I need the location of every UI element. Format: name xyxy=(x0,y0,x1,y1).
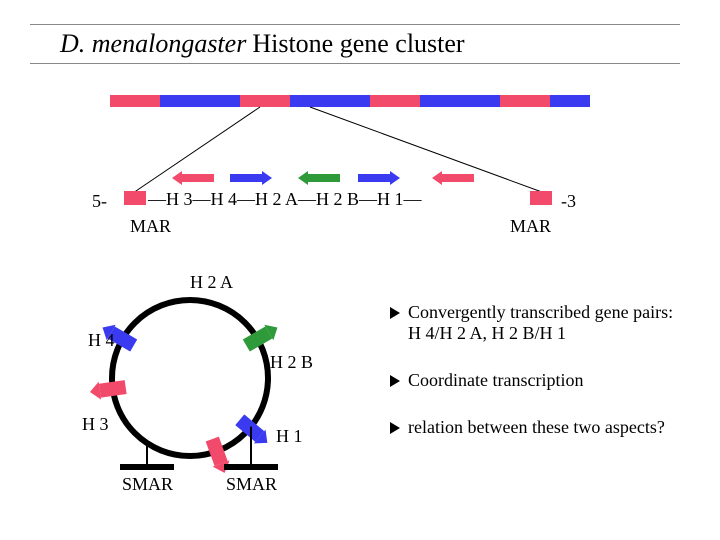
title-bar: D. menalongaster Histone gene cluster xyxy=(30,24,680,64)
ring-gene-box xyxy=(234,413,273,450)
ring-gene-box xyxy=(242,320,282,354)
gene-bar-segment xyxy=(160,95,240,107)
bullet-row: Coordinate transcription xyxy=(390,370,690,391)
gene-bar-segment xyxy=(110,95,160,107)
bullet-arrow-icon xyxy=(390,307,400,319)
gene-bar-segment xyxy=(370,95,420,107)
transcription-arrow xyxy=(358,174,390,182)
smar-right-bar xyxy=(224,464,278,470)
linear-gene-labels: —H 3—H 4—H 2 A—H 2 B—H 1— xyxy=(148,189,422,210)
bullet-text: relation between these two aspects? xyxy=(408,417,665,438)
circle-label-h1: H 1 xyxy=(276,426,303,447)
circle-label-h4: H 4 xyxy=(88,330,115,351)
arrow-head-icon xyxy=(390,171,400,185)
transcription-arrow xyxy=(442,174,474,182)
bullet-row: relation between these two aspects? xyxy=(390,417,690,438)
mar-box xyxy=(530,191,552,205)
bullet-text: Convergently transcribed gene pairs: H 4… xyxy=(408,302,690,344)
smar-right-label: SMAR xyxy=(226,474,277,495)
arrow-head-icon xyxy=(172,171,182,185)
notes-list: Convergently transcribed gene pairs: H 4… xyxy=(390,302,690,464)
bullet-row: Convergently transcribed gene pairs: H 4… xyxy=(390,302,690,344)
smar-left-bar xyxy=(120,464,174,470)
circle-label-h2b: H 2 B xyxy=(270,352,313,373)
mar-box xyxy=(124,191,146,205)
title-rest: Histone gene cluster xyxy=(252,29,464,59)
gene-bar-segment xyxy=(550,95,590,107)
gene-bar-segment xyxy=(240,95,290,107)
mar-right: MAR xyxy=(510,216,551,237)
bullet-arrow-icon xyxy=(390,422,400,434)
circle-label-h2a: H 2 A xyxy=(190,272,233,293)
linear-5prime: 5- xyxy=(92,191,107,212)
ring-gene-box xyxy=(89,378,127,401)
mar-left: MAR xyxy=(130,216,171,237)
arrow-head-icon xyxy=(262,171,272,185)
gene-bar-segment xyxy=(420,95,500,107)
bullet-arrow-icon xyxy=(390,375,400,387)
circle-label-h3: H 3 xyxy=(82,414,109,435)
arrow-head-icon xyxy=(432,171,442,185)
transcription-arrow xyxy=(182,174,214,182)
arrow-head-icon xyxy=(298,171,308,185)
title-italic: D. menalongaster xyxy=(60,29,246,59)
gene-bar-segment xyxy=(500,95,550,107)
transcription-arrow xyxy=(230,174,262,182)
bullet-text: Coordinate transcription xyxy=(408,370,583,391)
linear-3prime: -3 xyxy=(561,191,576,212)
transcription-arrow xyxy=(308,174,340,182)
gene-bar-segment xyxy=(290,95,370,107)
smar-left-label: SMAR xyxy=(122,474,173,495)
